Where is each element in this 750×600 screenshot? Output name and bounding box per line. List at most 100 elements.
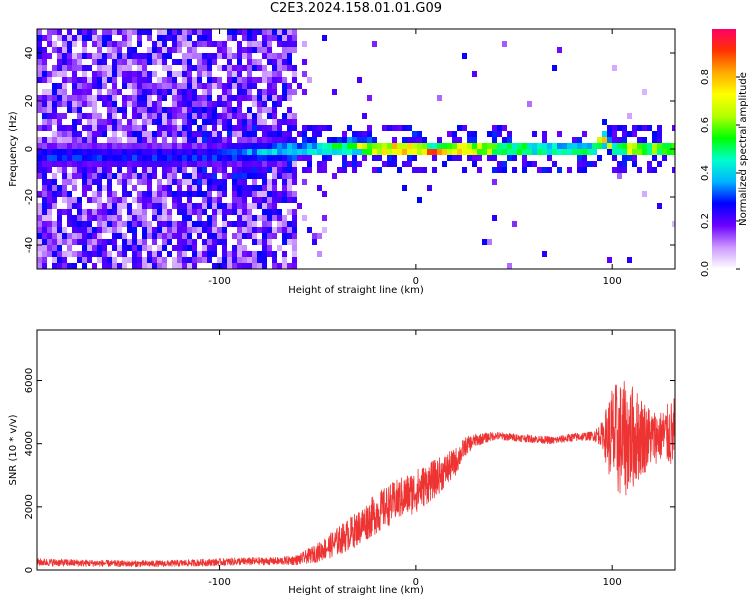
heatmap-cell (102, 227, 107, 233)
heatmap-cell (267, 149, 272, 155)
heatmap-cell (107, 107, 112, 113)
heatmap-cell (222, 143, 227, 149)
heatmap-cell (62, 101, 67, 107)
heatmap-cell (217, 155, 222, 161)
heatmap-cell (127, 65, 132, 71)
heatmap-cell (272, 137, 277, 143)
heatmap-cell (192, 209, 197, 215)
heatmap-cell (362, 149, 367, 155)
heatmap-cell (212, 197, 217, 203)
heatmap-cell (572, 143, 577, 149)
heatmap-cell (257, 203, 262, 209)
heatmap-cell (397, 125, 402, 131)
heatmap-cell (142, 53, 147, 59)
heatmap-cell (247, 215, 252, 221)
heatmap-cell (212, 161, 217, 167)
heatmap-cell (142, 143, 147, 149)
heatmap-cell (187, 233, 192, 239)
heatmap-cell (242, 131, 247, 137)
heatmap-cell (182, 155, 187, 161)
heatmap-cell (82, 83, 87, 89)
heatmap-cell (292, 47, 297, 53)
heatmap-cell (157, 257, 162, 263)
heatmap-cell (312, 125, 317, 131)
x-tick-label: -100 (208, 276, 231, 287)
x-tick-label: 0 (413, 577, 419, 588)
heatmap-cell (187, 143, 192, 149)
heatmap-cell (302, 167, 307, 173)
colorbar-axis: 0.00.20.40.60.8 (700, 69, 740, 277)
heatmap-cell (87, 179, 92, 185)
heatmap-cell (62, 89, 67, 95)
heatmap-cell (127, 173, 132, 179)
heatmap-cell (352, 143, 357, 149)
heatmap-cell (227, 89, 232, 95)
heatmap-cell (102, 155, 107, 161)
heatmap-cell (172, 167, 177, 173)
heatmap-cell (257, 167, 262, 173)
heatmap-cell (267, 29, 272, 35)
heatmap-cell (422, 167, 427, 173)
heatmap-cell (292, 77, 297, 83)
heatmap-cell (97, 167, 102, 173)
heatmap-cell (137, 107, 142, 113)
heatmap-cell (287, 35, 292, 41)
heatmap-cell (287, 167, 292, 173)
heatmap-cell (192, 173, 197, 179)
heatmap-cell (222, 191, 227, 197)
heatmap-cell (247, 29, 252, 35)
heatmap-cell (47, 71, 52, 77)
heatmap-cell (107, 155, 112, 161)
heatmap-cell (197, 221, 202, 227)
heatmap-cell (207, 227, 212, 233)
heatmap-cell (127, 77, 132, 83)
heatmap-cell (122, 95, 127, 101)
heatmap-cell (157, 179, 162, 185)
heatmap-cell (652, 143, 657, 149)
heatmap-cell (72, 227, 77, 233)
heatmap-cell (627, 143, 632, 149)
heatmap-cell (252, 179, 257, 185)
heatmap-cell (107, 143, 112, 149)
heatmap-cell (72, 77, 77, 83)
heatmap-cell (262, 53, 267, 59)
heatmap-cell (37, 125, 42, 131)
heatmap-cell (282, 53, 287, 59)
heatmap-cell (172, 131, 177, 137)
heatmap-cell (532, 161, 537, 167)
heatmap-cell (147, 203, 152, 209)
heatmap-cell (262, 107, 267, 113)
heatmap-cell (277, 41, 282, 47)
heatmap-cell (227, 59, 232, 65)
heatmap-cell (57, 65, 62, 71)
heatmap-cell (62, 131, 67, 137)
heatmap-cell (417, 143, 422, 149)
heatmap-cell (617, 149, 622, 155)
heatmap-cell (162, 47, 167, 53)
heatmap-cell (272, 59, 277, 65)
heatmap-cell (82, 155, 87, 161)
heatmap-cell (272, 113, 277, 119)
heatmap-cell (217, 83, 222, 89)
heatmap-cell (432, 167, 437, 173)
heatmap-cell (247, 47, 252, 53)
heatmap-cell (227, 119, 232, 125)
snr-x-label: Height of straight line (km) (288, 585, 424, 596)
heatmap-cell (42, 251, 47, 257)
heatmap-cell (487, 149, 492, 155)
heatmap-cell (52, 29, 57, 35)
heatmap-cell (227, 107, 232, 113)
heatmap-cell (287, 89, 292, 95)
heatmap-cell (92, 125, 97, 131)
heatmap-cell (177, 179, 182, 185)
heatmap-cell (287, 29, 292, 35)
heatmap-cell (167, 215, 172, 221)
heatmap-cell (252, 83, 257, 89)
heatmap-cell (267, 77, 272, 83)
heatmap-cell (147, 167, 152, 173)
heatmap-cell (367, 125, 372, 131)
heatmap-cell (187, 197, 192, 203)
heatmap-cell (152, 71, 157, 77)
heatmap-cell (537, 167, 542, 173)
heatmap-cell (327, 155, 332, 161)
